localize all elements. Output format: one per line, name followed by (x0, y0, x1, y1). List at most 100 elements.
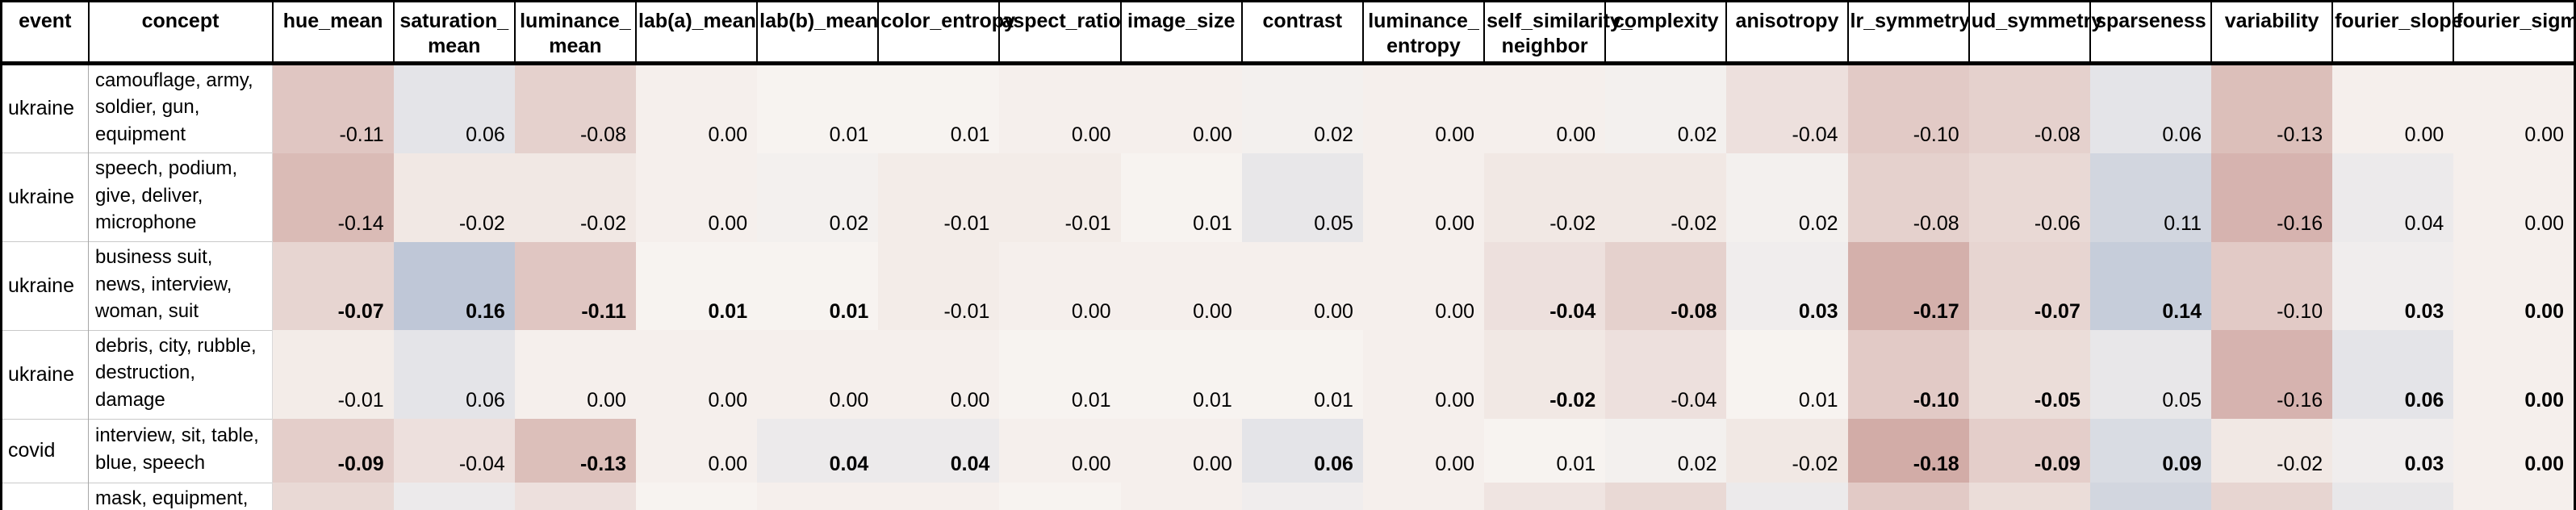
value-cell-color_entropy: -0.01 (878, 241, 1000, 331)
table-row: covidmask, equipment, syringe, hand, liq… (1, 482, 2575, 510)
column-header-image_size: image_size (1119, 1, 1243, 65)
value-cell-sparseness: 0.09 (2089, 419, 2211, 483)
column-header-saturation_mean: saturation_ mean (392, 1, 516, 65)
value-cell-fourier_slope: 0.04 (2332, 153, 2454, 242)
value-cell-lr_symmetry: -0.10 (1847, 483, 1969, 510)
value-cell-fourier_slope: 0.00 (2332, 63, 2454, 153)
table-row: ukraine business suit, news, interview, w… (1, 241, 2575, 331)
value-cell-saturation_mean: 0.06 (393, 330, 515, 420)
value-cell-luminance_entropy: 0.00 (1362, 330, 1485, 420)
column-header-self_similarity_neighbor: self_similarity_ neighbor (1483, 1, 1633, 65)
value-cell-fourier_sigma: 0.00 (2453, 63, 2575, 153)
value-cell-lab_a_mean: 0.00 (635, 63, 758, 153)
table-body: ukraine camouflage, army, soldier, gun, e… (1, 62, 2575, 510)
value-cell-anisotropy: 0.04 (1726, 483, 1848, 510)
value-cell-saturation_mean: 0.06 (393, 63, 515, 153)
column-header-lr_symmetry: lr_symmetry (1846, 1, 1970, 65)
value-cell-fourier_slope: 0.03 (2332, 241, 2454, 331)
event-cell: ukraine (1, 153, 89, 242)
value-cell-saturation_mean: -0.04 (393, 419, 515, 483)
value-cell-ud_symmetry: -0.07 (1968, 241, 2090, 331)
column-header-aspect_ratio: aspect_ratio (998, 1, 1122, 65)
value-cell-anisotropy: 0.03 (1726, 241, 1848, 331)
value-cell-luminance_mean: -0.13 (514, 419, 636, 483)
column-header-fourier_slope: fourier_slope (2331, 1, 2463, 65)
value-cell-contrast: 0.00 (1241, 241, 1363, 331)
concept-cell: business suit, news, interview, woman, s… (88, 241, 273, 331)
value-cell-anisotropy: 0.02 (1726, 153, 1848, 242)
column-header-lab_b_mean: lab(b)_mean (756, 1, 880, 65)
column-header-hue_mean: hue_mean (271, 1, 395, 65)
value-cell-lab_a_mean: 0.00 (635, 419, 758, 483)
concept-cell: speech, podium, give, deliver, microphon… (88, 153, 273, 242)
value-cell-hue_mean: -0.01 (272, 330, 394, 420)
table-header: event concept hue_mean saturation_ mean lumi… (0, 1, 2576, 65)
value-cell-complexity: -0.02 (1605, 153, 1727, 242)
value-cell-luminance_entropy: 0.00 (1362, 153, 1485, 242)
value-cell-contrast: 0.01 (1241, 330, 1363, 420)
value-cell-color_entropy: -0.01 (878, 153, 1000, 242)
table-row: ukraine debris, city, rubble, destruction… (1, 329, 2575, 420)
value-cell-contrast: 0.05 (1241, 153, 1363, 242)
value-cell-lab_a_mean: 0.01 (635, 483, 758, 510)
value-cell-image_size: 0.00 (1120, 419, 1242, 483)
value-cell-ud_symmetry: -0.08 (1968, 63, 2090, 153)
value-cell-complexity: -0.06 (1605, 483, 1727, 510)
value-cell-image_size: 0.01 (1120, 330, 1242, 420)
value-cell-aspect_ratio: 0.00 (999, 419, 1121, 483)
value-cell-complexity: -0.04 (1605, 330, 1727, 420)
column-header-color_entropy: color_entropy (877, 1, 1015, 65)
value-cell-sparseness: 0.14 (2089, 241, 2211, 331)
value-cell-color_entropy: 0.01 (878, 63, 1000, 153)
value-cell-self_similarity_neighbor: 0.00 (1484, 63, 1606, 153)
table-row: covid interview, sit, table, blue, speech… (1, 418, 2575, 483)
value-cell-variability: -0.16 (2211, 330, 2333, 420)
value-cell-lab_b_mean: 0.01 (757, 63, 879, 153)
value-cell-color_entropy: 0.00 (878, 483, 1000, 510)
value-cell-complexity: 0.02 (1605, 419, 1727, 483)
value-cell-saturation_mean: 0.04 (393, 483, 515, 510)
value-cell-self_similarity_neighbor: -0.02 (1484, 330, 1606, 420)
value-cell-contrast: 0.06 (1241, 419, 1363, 483)
value-cell-fourier_sigma: 0.00 (2453, 419, 2575, 483)
value-cell-luminance_entropy: 0.00 (1362, 419, 1485, 483)
column-header-luminance_entropy: luminance_ entropy (1361, 1, 1486, 65)
value-cell-self_similarity_neighbor: 0.01 (1484, 419, 1606, 483)
value-cell-color_entropy: 0.04 (878, 419, 1000, 483)
table-row: ukraine speech, podium, give, deliver, mi… (1, 153, 2575, 242)
value-cell-lab_b_mean: 0.00 (757, 330, 879, 420)
value-cell-fourier_sigma: 0.00 (2453, 153, 2575, 242)
column-header-luminance_mean: luminance_ mean (513, 1, 637, 65)
column-header-complexity: complexity (1604, 1, 1728, 65)
value-cell-anisotropy: -0.04 (1726, 63, 1848, 153)
event-cell: ukraine (1, 62, 89, 153)
column-header-ud_symmetry: ud_symmetry (1968, 1, 2102, 65)
value-cell-color_entropy: 0.00 (878, 330, 1000, 420)
value-cell-luminance_mean: -0.04 (514, 483, 636, 510)
value-cell-sparseness: 0.11 (2089, 483, 2211, 510)
value-cell-lr_symmetry: -0.08 (1847, 153, 1969, 242)
concept-cell: debris, city, rubble, destruction, damag… (88, 329, 273, 420)
value-cell-complexity: -0.08 (1605, 241, 1727, 331)
value-cell-fourier_sigma: 0.00 (2453, 483, 2575, 510)
column-header-lab_a_mean: lab(a)_mean (634, 1, 759, 65)
value-cell-fourier_slope: 0.05 (2332, 483, 2454, 510)
value-cell-hue_mean: -0.11 (272, 63, 394, 153)
table-row: ukraine camouflage, army, soldier, gun, e… (1, 62, 2575, 153)
value-cell-sparseness: 0.05 (2089, 330, 2211, 420)
event-cell: covid (1, 482, 89, 510)
value-cell-fourier_sigma: 0.00 (2453, 241, 2575, 331)
value-cell-lab_b_mean: 0.00 (757, 483, 879, 510)
header-row: event concept hue_mean saturation_ mean lumi… (0, 1, 2576, 65)
value-cell-fourier_slope: 0.06 (2332, 330, 2454, 420)
value-cell-lr_symmetry: -0.10 (1847, 63, 1969, 153)
value-cell-image_size: 0.01 (1120, 153, 1242, 242)
value-cell-aspect_ratio: 0.01 (999, 483, 1121, 510)
value-cell-complexity: 0.02 (1605, 63, 1727, 153)
value-cell-contrast: 0.03 (1241, 483, 1363, 510)
value-cell-sparseness: 0.06 (2089, 63, 2211, 153)
value-cell-aspect_ratio: 0.00 (999, 241, 1121, 331)
column-header-concept: concept (87, 1, 274, 65)
